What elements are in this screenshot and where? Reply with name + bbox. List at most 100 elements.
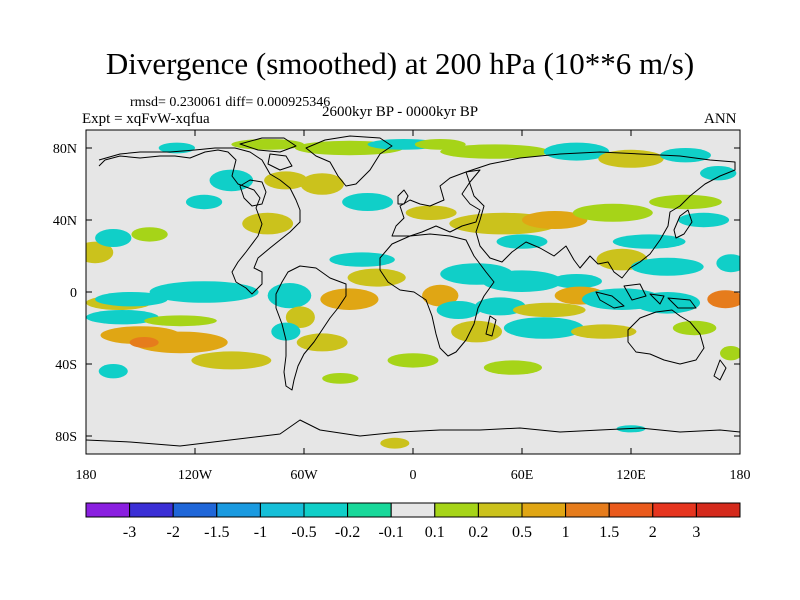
- anomaly-patch-32: [543, 142, 610, 161]
- anomaly-patch-14: [320, 288, 379, 311]
- anomaly-patch-64: [483, 360, 542, 375]
- coast-antarctica: [86, 419, 740, 447]
- anomaly-patch-48: [482, 270, 562, 293]
- y-tick-label-1: 40N: [53, 214, 77, 229]
- colorbar-label-2: -1.5: [204, 524, 229, 541]
- anomaly-patch-60: [707, 290, 740, 309]
- colorbar-label-10: 1: [562, 524, 570, 541]
- anomaly-patch-1: [86, 310, 159, 325]
- colorbar-box-7: [390, 502, 436, 518]
- anomaly-patch-20: [242, 212, 294, 235]
- coast-new-zealand: [713, 359, 727, 381]
- anomaly-patch-24: [300, 173, 344, 195]
- anomaly-patch-15: [347, 268, 406, 287]
- period-label: 2600kyr BP - 0000kyr BP: [322, 104, 479, 120]
- x-tick-label-2: 60W: [290, 468, 318, 483]
- colorbar-box-10: [521, 502, 567, 518]
- anomaly-patch-10: [267, 283, 312, 309]
- colorbar-box-13: [652, 502, 697, 518]
- coast-indonesia: [595, 283, 697, 309]
- rmsd-label: rmsd= 0.230061 diff= 0.000925346: [130, 95, 331, 110]
- x-tick-label-1: 120W: [178, 468, 213, 483]
- anomaly-patch-35: [700, 166, 737, 181]
- anomaly-patch-6: [129, 337, 159, 348]
- colorbar-box-9: [477, 502, 523, 518]
- colorbar-label-1: -2: [167, 524, 180, 541]
- colorbar-label-12: 2: [649, 524, 657, 541]
- anomaly-patch-41: [678, 212, 730, 228]
- x-tick-label-3: 0: [410, 468, 417, 483]
- x-tick-label-6: 180: [730, 468, 751, 483]
- anomaly-patch-12: [271, 322, 301, 341]
- anomaly-patch-9: [149, 281, 259, 303]
- y-tick-label-3: 40S: [55, 358, 77, 373]
- colorbar-label-11: 1.5: [599, 524, 619, 541]
- anomaly-patch-52: [451, 320, 503, 343]
- anomaly-patch-38: [522, 211, 588, 229]
- x-axis: 180 120W 60W 0 60E 120E 180: [76, 130, 751, 483]
- colorbar-label-7: 0.1: [425, 524, 445, 541]
- anomaly-patch-7: [98, 364, 128, 379]
- anomaly-patch-54: [503, 317, 584, 339]
- anomaly-patch-49: [551, 274, 602, 289]
- anomaly-patch-51: [436, 301, 481, 319]
- colorbar-label-5: -0.2: [335, 524, 360, 541]
- anomaly-patch-62: [720, 346, 740, 361]
- anomaly-patch-11: [285, 306, 315, 329]
- colorbar-label-3: -1: [254, 524, 267, 541]
- colorbar-label-4: -0.5: [291, 524, 316, 541]
- colorbar-box-5: [303, 502, 349, 518]
- anomaly-patch-3: [133, 331, 228, 354]
- experiment-label: Expt = xqFvW-xqfua: [82, 111, 210, 127]
- anomaly-patch-23: [264, 171, 308, 190]
- anomaly-patch-43: [496, 234, 548, 249]
- coast-japan: [673, 209, 693, 239]
- anomaly-patch-21: [185, 194, 223, 210]
- anomaly-patch-39: [572, 203, 653, 222]
- y-axis: 80N 40N 0 40S 80S: [53, 142, 740, 445]
- x-tick-label-5: 120E: [616, 468, 646, 483]
- colorbar-box-0: [85, 502, 131, 518]
- colorbar-box-6: [347, 502, 392, 518]
- coast-south-america: [275, 265, 347, 391]
- chart-title: Divergence (smoothed) at 200 hPa (10**6 …: [105, 46, 695, 81]
- colorbar-box-11: [565, 502, 610, 518]
- anomaly-patch-40: [649, 194, 722, 210]
- anomaly-patch-18: [95, 229, 132, 247]
- anomaly-patch-66: [380, 437, 410, 449]
- anomaly-field: [86, 139, 740, 449]
- colorbar-label-6: -0.1: [379, 524, 404, 541]
- anomaly-patch-46: [716, 254, 740, 273]
- anomaly-patch-55: [512, 302, 586, 318]
- anomaly-patch-16: [329, 252, 395, 267]
- anomaly-patch-31: [440, 144, 550, 159]
- coast-hudson-bay: [239, 179, 267, 207]
- anomaly-patch-19: [131, 227, 168, 242]
- coast-greenland: [305, 135, 393, 187]
- y-tick-label-2: 0: [70, 286, 77, 301]
- anomaly-patch-36: [405, 205, 457, 220]
- x-tick-label-4: 60E: [511, 468, 534, 483]
- y-tick-label-0: 80N: [53, 142, 77, 157]
- colorbar-label-13: 3: [692, 524, 700, 541]
- anomaly-patch-13: [296, 333, 348, 352]
- colorbar: -3 -2 -1.5 -1 -0.5 -0.2 -0.1 0.1 0.2 0.5 1 1.5 2 3: [85, 502, 741, 541]
- colorbar-label-0: -3: [123, 524, 136, 541]
- anomaly-patch-63: [387, 353, 439, 368]
- colorbar-box-8: [434, 502, 479, 518]
- season-label: ANN: [704, 111, 737, 127]
- colorbar-box-3: [216, 502, 261, 518]
- coast-africa: [379, 233, 495, 357]
- x-tick-label-0: 180: [76, 468, 97, 483]
- anomaly-patch-8: [95, 292, 168, 307]
- coast-europe: [391, 169, 481, 237]
- coast-madagascar: [485, 315, 497, 337]
- anomaly-patch-50: [422, 284, 459, 307]
- coast-australia: [627, 309, 705, 365]
- anomaly-patch-17: [86, 241, 114, 264]
- anomaly-patch-42: [612, 234, 686, 249]
- coast-asia: [465, 151, 736, 279]
- colorbar-box-12: [608, 502, 654, 518]
- coastlines: [86, 135, 740, 447]
